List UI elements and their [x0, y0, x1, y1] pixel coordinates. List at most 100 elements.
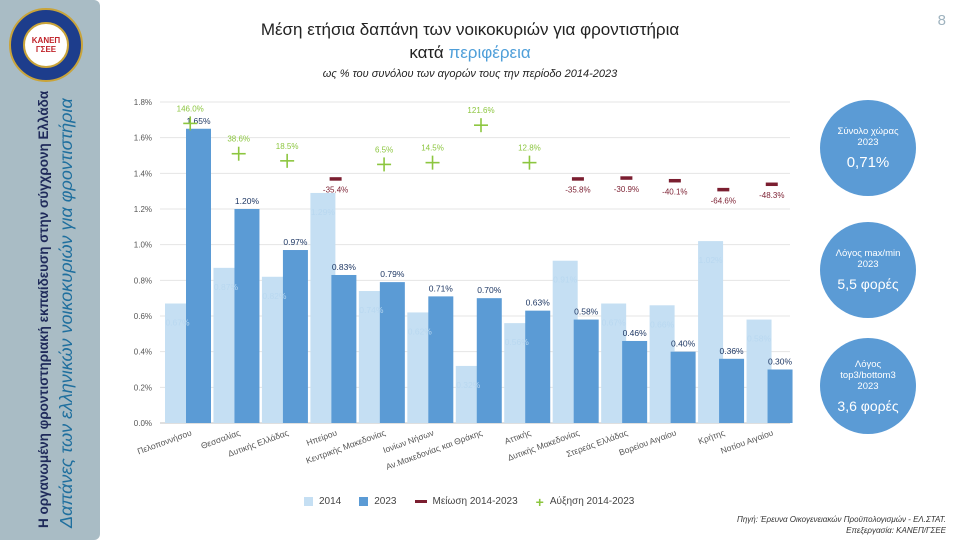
logo-text-2: ΓΣΕΕ [35, 45, 57, 54]
data-label-2014: 0.62% [408, 326, 433, 336]
bar-2014 [552, 260, 578, 423]
category-label: Αττικής [503, 427, 532, 446]
bar-2023 [622, 340, 648, 423]
legend-swatch-2014 [304, 497, 313, 506]
y-tick-label: 1.0% [134, 241, 152, 250]
decrease-marker [329, 177, 342, 181]
data-label-2014: 0.74% [359, 305, 384, 315]
legend-label-increase: Αύξηση 2014-2023 [549, 496, 635, 507]
change-label: 146.0% [177, 104, 204, 113]
data-label-2023: 0.40% [671, 339, 696, 349]
bar-2014 [261, 276, 287, 423]
data-label-2023: 0.36% [720, 346, 745, 356]
change-label: -40.1% [662, 187, 687, 196]
source-line-1: Πηγή: Έρευνα Οικογενειακών Προϋπολογισμώ… [737, 515, 946, 524]
legend-item-2014: 2014 [304, 496, 341, 507]
bar-2023 [428, 296, 454, 423]
legend-swatch-decrease [414, 500, 427, 503]
bar-2023 [719, 358, 745, 423]
stat-bubble-maxmin: Λόγος max/min 2023 5,5 φορές [820, 222, 916, 318]
legend-item-2023: 2023 [359, 496, 397, 507]
data-label-2023: 1.20% [235, 196, 260, 206]
decrease-marker [620, 176, 633, 180]
category-label: Νοτίου Αιγαίου [719, 427, 775, 455]
y-tick-label: 1.4% [134, 169, 152, 178]
change-label: -35.8% [565, 186, 590, 195]
bar-2023 [234, 209, 260, 423]
y-tick-label: 0.8% [134, 276, 152, 285]
logo-emblem: ΚΑΝΕΠ ΓΣΕΕ [23, 22, 69, 68]
data-label-2023: 0.97% [283, 237, 308, 247]
legend-label-2023: 2023 [374, 496, 397, 507]
chart-legend: 2014 2023 Μείωση 2014-2023 + Αύξηση 2014-… [304, 495, 635, 509]
change-label: 121.6% [467, 106, 494, 115]
data-label-2023: 0.46% [623, 328, 648, 338]
decrease-marker [571, 177, 584, 181]
data-label-2014: 0.67% [165, 318, 190, 328]
data-label-2014: 1.29% [311, 207, 336, 217]
decrease-marker [717, 187, 730, 192]
change-label: -48.3% [759, 191, 784, 200]
data-label-2023: 0.70% [477, 285, 502, 295]
stat-bubble-total: Σύνολο χώρας 2023 0,71% [820, 100, 916, 196]
bar-2023 [379, 282, 405, 423]
stat-value-top3bottom3: 3,6 φορές [837, 397, 899, 414]
change-label: -64.6% [711, 196, 736, 205]
bar-2023 [573, 319, 599, 423]
title-prefix: κατά [409, 43, 449, 62]
bar-2023 [186, 128, 211, 423]
y-tick-label: 0.0% [134, 419, 152, 428]
bar-2023 [476, 298, 502, 423]
category-label: Κρήτης [697, 427, 726, 446]
data-label-2023: 0.58% [574, 307, 599, 317]
y-tick-label: 0.2% [134, 383, 152, 392]
data-label-2023: 0.79% [380, 269, 405, 279]
data-label-2014: 0.82% [262, 291, 287, 301]
decrease-marker [765, 182, 778, 187]
change-label: 6.5% [375, 145, 393, 154]
data-label-2014: 0.56% [505, 337, 530, 347]
title-highlight: περιφέρεια [448, 43, 531, 62]
stat-value-total: 0,71% [846, 153, 890, 171]
kanep-logo: ΚΑΝΕΠ ΓΣΕΕ [9, 8, 83, 82]
data-label-2014: 0.67% [602, 318, 627, 328]
change-label: 14.5% [421, 144, 444, 153]
data-label-2014: 0.58% [747, 334, 772, 344]
change-label: 18.5% [276, 142, 299, 151]
legend-label-decrease: Μείωση 2014-2023 [432, 496, 518, 507]
y-tick-label: 0.6% [134, 312, 152, 321]
bar-2014 [746, 319, 772, 423]
data-label-2023: 0.30% [768, 357, 793, 367]
y-tick-label: 1.6% [134, 134, 152, 143]
data-label-2014: 0.91% [553, 275, 578, 285]
y-tick-label: 1.2% [134, 205, 152, 214]
sidebar: ΚΑΝΕΠ ΓΣΕΕ Η οργανωμένη φροντιστηριακή ε… [0, 0, 100, 540]
bar-2023 [670, 351, 696, 423]
data-label-2014: 0.66% [650, 319, 675, 329]
category-label: Πελοποννήσου [136, 427, 193, 456]
chart-title: Μέση ετήσια δαπάνη των νοικοκυριών για φ… [260, 20, 680, 39]
data-label-2023: 1.65% [186, 116, 211, 126]
legend-item-increase: + Αύξηση 2014-2023 [536, 495, 635, 509]
y-tick-label: 1.8% [134, 98, 152, 107]
bar-2023 [282, 250, 308, 423]
bar-2014 [165, 303, 190, 423]
bar-2023 [767, 369, 793, 423]
bar-2023 [331, 274, 357, 423]
decrease-marker [668, 178, 681, 183]
change-label: 38.6% [227, 135, 250, 144]
legend-item-decrease: Μείωση 2014-2023 [414, 496, 518, 507]
bar-2014 [310, 192, 336, 423]
bar-2014 [698, 241, 724, 423]
data-label-2023: 0.71% [429, 283, 454, 293]
source-note: Πηγή: Έρευνα Οικογενειακών Προϋπολογισμώ… [737, 514, 946, 536]
bar-2014 [213, 267, 239, 423]
legend-label-2014: 2014 [319, 496, 342, 507]
data-label-2023: 0.83% [332, 262, 357, 272]
data-label-2014: 0.87% [214, 282, 239, 292]
change-label: -30.9% [614, 185, 639, 194]
stat-value-maxmin: 5,5 φορές [837, 276, 899, 292]
data-label-2023: 0.63% [526, 298, 551, 308]
bar-2014 [601, 303, 627, 423]
